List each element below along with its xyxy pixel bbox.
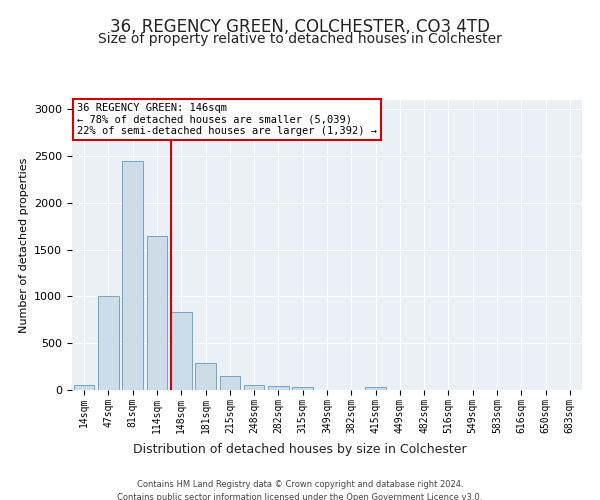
Bar xyxy=(365,387,386,390)
Bar xyxy=(122,161,143,390)
Y-axis label: Number of detached properties: Number of detached properties xyxy=(19,158,29,332)
Bar xyxy=(146,236,167,390)
Text: Size of property relative to detached houses in Colchester: Size of property relative to detached ho… xyxy=(98,32,502,46)
Bar xyxy=(74,385,94,390)
Bar xyxy=(220,376,240,390)
Text: Contains public sector information licensed under the Open Government Licence v3: Contains public sector information licen… xyxy=(118,492,482,500)
Text: Contains HM Land Registry data © Crown copyright and database right 2024.: Contains HM Land Registry data © Crown c… xyxy=(137,480,463,489)
Bar xyxy=(268,386,289,390)
Bar xyxy=(292,387,313,390)
Text: Distribution of detached houses by size in Colchester: Distribution of detached houses by size … xyxy=(133,442,467,456)
Bar xyxy=(98,296,119,390)
Bar xyxy=(244,385,265,390)
Text: 36 REGENCY GREEN: 146sqm
← 78% of detached houses are smaller (5,039)
22% of sem: 36 REGENCY GREEN: 146sqm ← 78% of detach… xyxy=(77,103,377,136)
Bar xyxy=(195,363,216,390)
Text: 36, REGENCY GREEN, COLCHESTER, CO3 4TD: 36, REGENCY GREEN, COLCHESTER, CO3 4TD xyxy=(110,18,490,36)
Bar xyxy=(171,312,191,390)
